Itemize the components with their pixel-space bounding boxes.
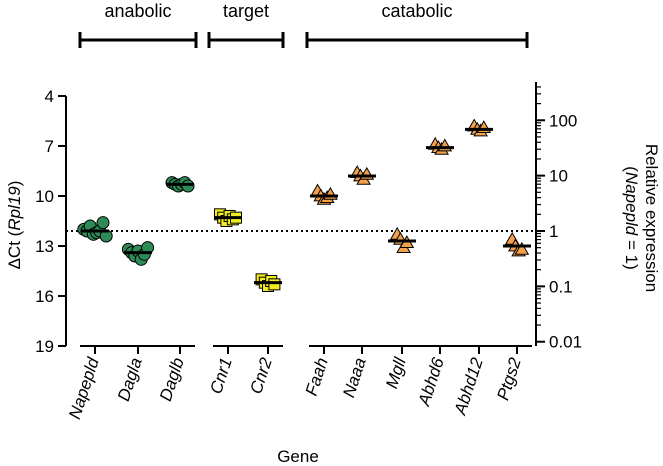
left-axis-title: ΔCt (Rpl19) xyxy=(5,181,24,270)
right-axis-tick-label: 100 xyxy=(549,111,577,130)
left-axis-tick-label: 19 xyxy=(35,337,54,356)
data-point-Napepld xyxy=(96,216,110,230)
gene-label-Dagla: Dagla xyxy=(114,355,146,403)
left-axis-tick-label: 7 xyxy=(45,137,54,156)
right-axis-tick-label: 10 xyxy=(549,167,568,186)
gene-label-Cnr2: Cnr2 xyxy=(246,355,276,396)
gene-label-Abhd6: Abhd6 xyxy=(414,355,448,409)
gene-label-Naaa: Naaa xyxy=(339,355,370,400)
left-axis-tick-label: 4 xyxy=(45,87,54,106)
right-axis-tick-label: 0.01 xyxy=(549,333,582,352)
group-label-catabolic: catabolic xyxy=(381,1,452,21)
data-point-Daglb xyxy=(181,179,195,193)
gene-label-Abhd12: Abhd12 xyxy=(450,355,487,418)
x-axis-title: Gene xyxy=(277,447,319,466)
gene-label-Ptgs2: Ptgs2 xyxy=(493,355,525,403)
right-axis-title-line2: (Napepld = 1) xyxy=(622,166,641,270)
data-point-Ptgs2 xyxy=(514,241,530,255)
gene-label-Napepld: Napepld xyxy=(65,355,103,422)
right-axis-tick-label: 1 xyxy=(549,222,558,241)
data-point-Cnr2 xyxy=(268,278,281,291)
gene-label-Mgll: Mgll xyxy=(382,354,410,391)
left-axis-tick-label: 16 xyxy=(35,287,54,306)
group-label-anabolic: anabolic xyxy=(104,1,171,21)
right-axis-tick-label: 0.1 xyxy=(549,277,573,296)
group-label-target: target xyxy=(223,1,269,21)
left-axis-tick-label: 10 xyxy=(35,187,54,206)
right-axis-title-line1: Relative expression xyxy=(642,144,661,292)
gene-label-Daglb: Daglb xyxy=(156,355,188,403)
gene-label-Cnr1: Cnr1 xyxy=(206,355,235,396)
left-axis-tick-label: 13 xyxy=(35,237,54,256)
gene-label-Faah: Faah xyxy=(302,355,332,398)
